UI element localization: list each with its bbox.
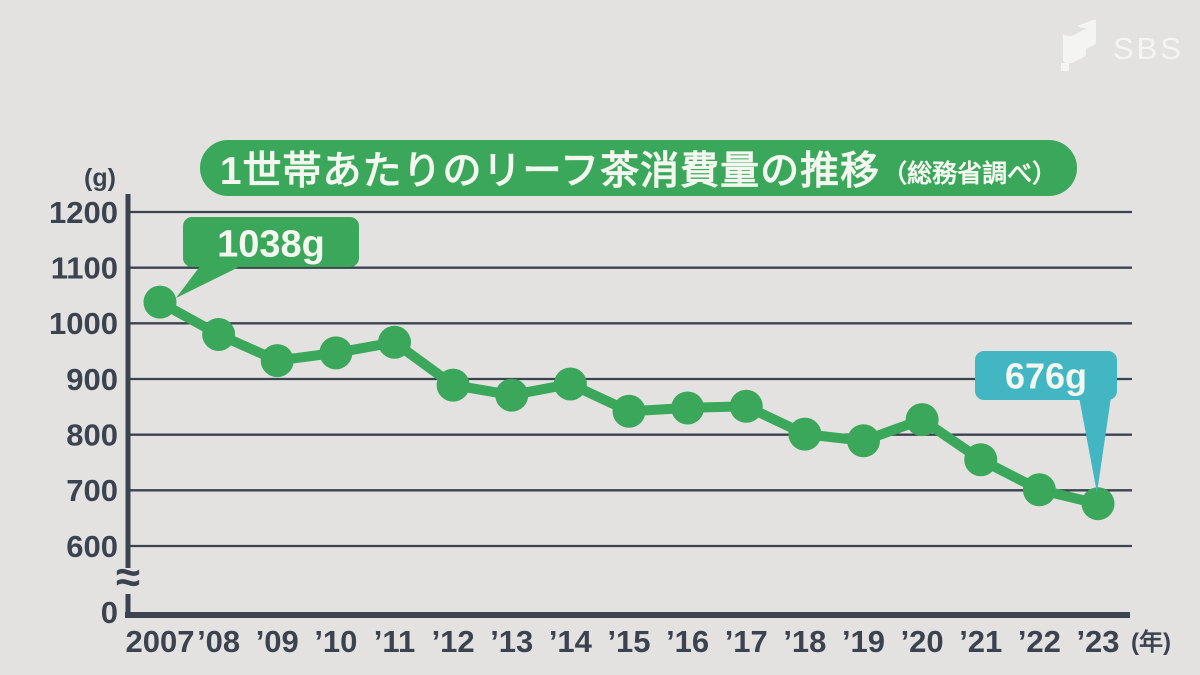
data-point-’11 bbox=[378, 325, 411, 359]
axis-break-icon: ≈ bbox=[116, 553, 140, 602]
y-tick-1100: 1100 bbox=[51, 251, 118, 286]
x-tick-’22: ’22 bbox=[1018, 624, 1061, 659]
callout-label-1038g: 1038g bbox=[217, 223, 325, 265]
callout-box-1038g bbox=[183, 217, 359, 267]
callout-tail-676g bbox=[1079, 397, 1111, 493]
callout-label-676g: 676g bbox=[1005, 356, 1087, 397]
data-point-’14 bbox=[553, 367, 587, 401]
chart-title-source: （総務省調べ） bbox=[882, 160, 1058, 188]
y-tick-600: 600 bbox=[66, 529, 118, 564]
y-tick-1000: 1000 bbox=[49, 306, 118, 341]
chart-title-banner: 1世帯あたりのリーフ茶消費量の推移 （総務省調べ） bbox=[200, 140, 1077, 196]
y-axis-unit-label: (g) bbox=[84, 164, 116, 192]
y-tick-700: 700 bbox=[66, 473, 118, 508]
data-point-’17 bbox=[729, 389, 763, 423]
data-point-’16 bbox=[671, 391, 705, 425]
x-tick-’14: ’14 bbox=[549, 624, 593, 659]
y-tick-1200: 1200 bbox=[49, 195, 118, 230]
x-tick-’10: ’10 bbox=[314, 624, 357, 659]
callout-tail-1038g bbox=[176, 265, 243, 298]
x-axis-unit-label: (年) bbox=[1131, 629, 1171, 656]
data-point-’09 bbox=[260, 344, 294, 378]
data-point-’18 bbox=[788, 417, 822, 451]
y-tick-900: 900 bbox=[66, 362, 118, 397]
axis-break-gap bbox=[111, 568, 145, 594]
x-tick-’18: ’18 bbox=[783, 624, 826, 659]
x-tick-’16: ’16 bbox=[666, 624, 709, 659]
x-tick-’13: ’13 bbox=[490, 624, 533, 659]
data-point-2007 bbox=[143, 285, 177, 319]
x-tick-’11: ’11 bbox=[374, 624, 415, 659]
data-point-’22 bbox=[1022, 473, 1056, 507]
x-tick-’19: ’19 bbox=[842, 624, 885, 659]
data-point-’10 bbox=[319, 336, 353, 370]
data-point-’13 bbox=[495, 378, 529, 412]
y-tick-800: 800 bbox=[66, 418, 118, 453]
data-point-’23 bbox=[1081, 487, 1115, 521]
data-point-’15 bbox=[612, 394, 646, 428]
data-point-’08 bbox=[202, 317, 236, 351]
x-tick-’08: ’08 bbox=[197, 624, 240, 659]
x-tick-’09: ’09 bbox=[256, 624, 299, 659]
data-point-’21 bbox=[964, 443, 998, 477]
x-tick-’15: ’15 bbox=[607, 624, 650, 659]
data-point-’12 bbox=[436, 368, 470, 402]
data-point-’19 bbox=[847, 424, 880, 458]
x-tick-’20: ’20 bbox=[901, 624, 944, 659]
x-tick-’12: ’12 bbox=[432, 624, 475, 659]
x-tick-’17: ’17 bbox=[725, 624, 768, 659]
callout-box-676g bbox=[975, 351, 1117, 400]
data-point-’20 bbox=[905, 403, 939, 437]
x-tick-2007: 2007 bbox=[126, 624, 195, 659]
x-tick-’23: ’23 bbox=[1076, 624, 1119, 659]
chart-title: 1世帯あたりのリーフ茶消費量の推移 bbox=[219, 150, 881, 193]
x-tick-’21: ’21 bbox=[959, 624, 1002, 659]
y-tick-0: 0 bbox=[101, 595, 118, 630]
